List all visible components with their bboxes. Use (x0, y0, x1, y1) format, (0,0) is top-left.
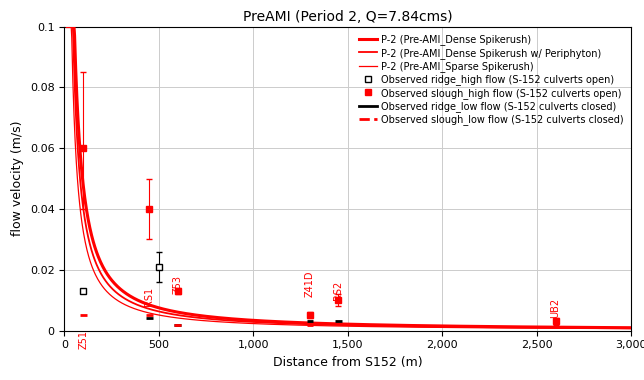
Text: Z53: Z53 (173, 275, 183, 294)
Y-axis label: flow velocity (m/s): flow velocity (m/s) (12, 121, 24, 236)
Text: Z51: Z51 (79, 330, 88, 349)
Text: UB2: UB2 (551, 298, 560, 318)
X-axis label: Distance from S152 (m): Distance from S152 (m) (273, 356, 422, 369)
Text: RS1: RS1 (144, 287, 155, 306)
Title: PreAMI (Period 2, Q=7.84cms): PreAMI (Period 2, Q=7.84cms) (243, 10, 453, 24)
Text: Z41D: Z41D (305, 271, 315, 297)
Text: RS2: RS2 (334, 281, 343, 300)
Legend: P-2 (Pre-AMI_Dense Spikerush), P-2 (Pre-AMI_Dense Spikerush w/ Periphyton), P-2 : P-2 (Pre-AMI_Dense Spikerush), P-2 (Pre-… (356, 32, 626, 128)
